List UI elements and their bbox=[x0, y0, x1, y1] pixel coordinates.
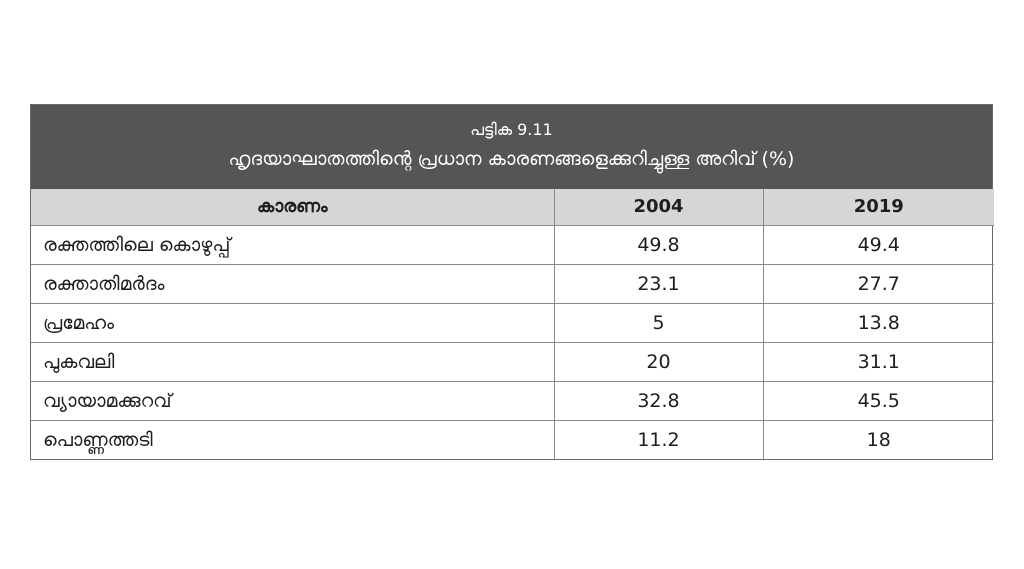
cell-2004: 32.8 bbox=[553, 380, 764, 421]
row-label: പൊണ്ണത്തടി bbox=[31, 419, 555, 459]
table-row: രക്തത്തിലെ കൊഴുപ്പ് 49.8 49.4 bbox=[31, 224, 994, 265]
column-header-2004: 2004 bbox=[553, 189, 764, 226]
row-label: രക്തത്തിലെ കൊഴുപ്പ് bbox=[31, 224, 555, 265]
header-row: കാരണം 2004 2019 bbox=[31, 189, 994, 226]
table-row: പുകവലി 20 31.1 bbox=[31, 341, 994, 382]
table-row: രക്താതിമർദം 23.1 27.7 bbox=[31, 263, 994, 304]
table-caption: പട്ടിക 9.11 ഹൃദയാഘാതത്തിന്റെ പ്രധാന കാരണ… bbox=[31, 105, 992, 189]
row-label: പുകവലി bbox=[31, 341, 555, 382]
cell-2004: 49.8 bbox=[553, 224, 764, 265]
row-label: വ്യായാമക്കുറവ് bbox=[31, 380, 555, 421]
cell-2004: 11.2 bbox=[553, 419, 764, 459]
table-title: ഹൃദയാഘാതത്തിന്റെ പ്രധാന കാരണങ്ങളെക്കുറിച… bbox=[228, 148, 795, 170]
table-row: വ്യായാമക്കുറവ് 32.8 45.5 bbox=[31, 380, 994, 421]
table-row: പൊണ്ണത്തടി 11.2 18 bbox=[31, 419, 994, 459]
cell-2019: 27.7 bbox=[762, 263, 994, 304]
cell-2019: 31.1 bbox=[762, 341, 994, 382]
table-grid: കാരണം 2004 2019 രക്തത്തിലെ കൊഴുപ്പ് 49.8… bbox=[31, 189, 994, 459]
cell-2019: 45.5 bbox=[762, 380, 994, 421]
cell-2004: 20 bbox=[553, 341, 764, 382]
cell-2019: 13.8 bbox=[762, 302, 994, 343]
column-header-2019: 2019 bbox=[762, 189, 994, 226]
data-table: പട്ടിക 9.11 ഹൃദയാഘാതത്തിന്റെ പ്രധാന കാരണ… bbox=[30, 104, 994, 460]
table-row: പ്രമേഹം 5 13.8 bbox=[31, 302, 994, 343]
column-header-reason: കാരണം bbox=[31, 189, 555, 226]
cell-2004: 5 bbox=[553, 302, 764, 343]
cell-2019: 49.4 bbox=[762, 224, 994, 265]
cell-2004: 23.1 bbox=[553, 263, 764, 304]
row-label: പ്രമേഹം bbox=[31, 302, 555, 343]
cell-2019: 18 bbox=[762, 419, 994, 459]
row-label: രക്താതിമർദം bbox=[31, 263, 555, 304]
table-number: പട്ടിക 9.11 bbox=[470, 120, 553, 139]
